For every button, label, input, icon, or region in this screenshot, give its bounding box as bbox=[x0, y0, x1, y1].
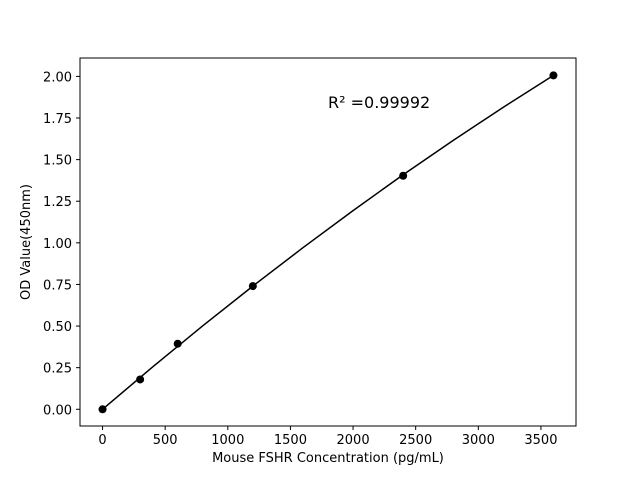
data-point bbox=[549, 71, 558, 80]
y-tick-label: 0.75 bbox=[43, 278, 72, 293]
data-point bbox=[399, 171, 408, 180]
plot-frame bbox=[79, 57, 577, 427]
y-tick-label: 0.50 bbox=[43, 320, 72, 335]
data-point bbox=[173, 339, 182, 348]
y-tick-label: 0.25 bbox=[43, 362, 72, 377]
x-tick-label: 3000 bbox=[462, 433, 495, 448]
annotation: R² =0.99992 bbox=[328, 93, 430, 112]
y-tick-label: 1.50 bbox=[43, 154, 72, 169]
y-tick-label: 1.75 bbox=[43, 112, 72, 127]
x-tick-label: 500 bbox=[153, 433, 178, 448]
x-tick-label: 3500 bbox=[524, 433, 557, 448]
y-tick-label: 1.00 bbox=[43, 237, 72, 252]
data-point bbox=[248, 282, 257, 291]
y-tick-label: 1.25 bbox=[43, 195, 72, 210]
data-point bbox=[136, 375, 145, 384]
y-axis-label: OD Value(450nm) bbox=[19, 184, 34, 300]
x-axis-label: Mouse FSHR Concentration (pg/mL) bbox=[212, 451, 444, 466]
x-tick-label: 1500 bbox=[274, 433, 307, 448]
x-tick-label: 2500 bbox=[399, 433, 432, 448]
x-tick-label: 2000 bbox=[337, 433, 370, 448]
x-tick-label: 1000 bbox=[211, 433, 244, 448]
y-tick-label: 2.00 bbox=[43, 70, 72, 85]
data-point bbox=[98, 405, 107, 414]
y-tick-label: 0.00 bbox=[43, 403, 72, 418]
x-tick-label: 0 bbox=[98, 433, 106, 448]
